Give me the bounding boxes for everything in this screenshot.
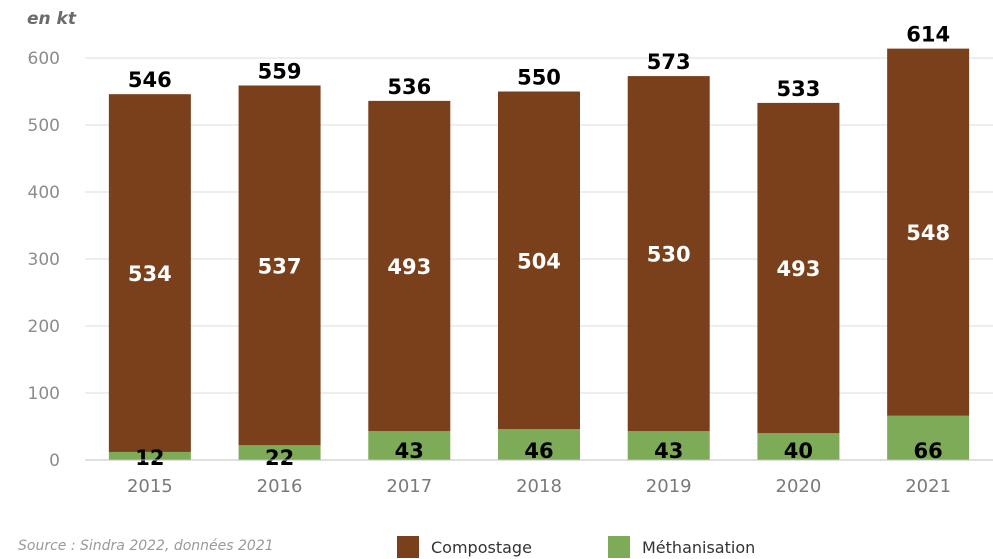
bar-compostage [757,102,840,434]
data-label-compostage: 504 [517,249,561,273]
data-label-total: 573 [647,50,691,74]
data-label-total: 533 [777,77,821,101]
data-label-methanisation: 43 [395,439,424,463]
bar-compostage [368,100,451,432]
bar-methanisation [498,429,580,460]
data-label-methanisation: 46 [524,439,553,463]
legend-item-compostage: Compostage [397,535,532,559]
legend-item-methanisation: Méthanisation [608,535,755,559]
data-label-compostage: 537 [258,254,302,278]
data-label-methanisation: 12 [135,446,164,470]
bar-methanisation [368,431,451,460]
bar-compostage [498,91,580,430]
x-tick-label: 2020 [776,476,822,497]
source-note: Source : Sindra 2022, données 2021 [18,538,274,554]
bar-compostage [627,76,710,432]
data-label-methanisation: 43 [654,439,683,463]
data-label-methanisation: 22 [265,446,294,470]
y-tick-label: 200 [28,317,60,337]
data-label-compostage: 530 [647,243,691,267]
bar-methanisation [627,431,710,460]
data-label-methanisation: 40 [784,439,813,463]
bar-compostage [108,94,191,452]
data-label-compostage: 493 [777,257,821,281]
bar-methanisation [238,445,321,460]
x-tick-label: 2015 [127,476,173,497]
data-label-total: 546 [128,68,172,92]
x-tick-label: 2021 [905,476,951,497]
bar-methanisation [887,415,970,460]
legend-label-compostage: Compostage [431,537,532,557]
bar-methanisation [108,451,191,460]
x-tick-label: 2016 [257,476,303,497]
data-label-compostage: 548 [906,221,950,245]
data-label-total: 550 [517,66,561,90]
data-label-compostage: 534 [128,262,172,286]
y-tick-label: 0 [49,451,60,471]
unit-label: en kt [27,9,76,29]
x-tick-label: 2018 [516,476,562,497]
y-tick-label: 300 [28,250,60,270]
data-label-total: 536 [387,75,431,99]
data-label-total: 614 [906,23,950,47]
bar-compostage [238,85,321,446]
legend-swatch-compostage [397,536,419,558]
y-tick-label: 600 [28,49,60,69]
bar-methanisation [757,433,840,460]
y-tick-label: 400 [28,183,60,203]
y-tick-label: 100 [28,384,60,404]
bar-chart: 0 100 200 300 400 500 600 12 534 546 2015 22 537 559 2… [28,23,993,497]
legend-label-methanisation: Méthanisation [642,537,756,557]
data-label-compostage: 493 [387,255,431,279]
data-label-total: 559 [258,59,302,83]
x-tick-label: 2017 [386,476,432,497]
x-tick-label: 2019 [646,476,692,497]
legend-swatch-methanisation [608,536,630,558]
data-label-methanisation: 66 [914,439,943,463]
y-tick-label: 500 [28,116,60,136]
bar-compostage [887,48,970,416]
